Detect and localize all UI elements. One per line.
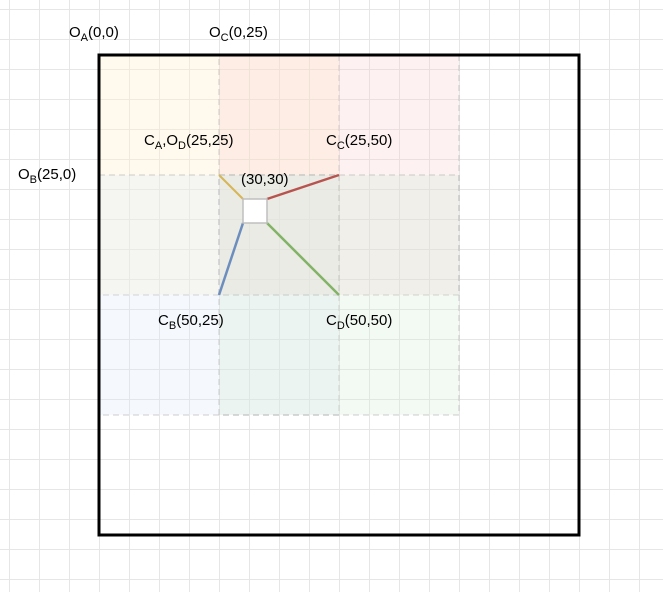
label-point: (30,30) (241, 171, 289, 188)
line-to-corner-a (218, 174, 244, 200)
label-origin-c: OC(0,25) (209, 24, 268, 44)
line-to-corner-b (217, 222, 245, 296)
label-origin-a: OA(0,0) (69, 24, 119, 44)
line-to-corner-c (266, 173, 340, 201)
label-corner-b: CB(50,25) (158, 312, 224, 332)
label-corner-d: CD(50,50) (326, 312, 392, 332)
label-origin-b: OB(25,0) (18, 166, 76, 186)
line-to-corner-d (266, 222, 340, 296)
label-corner-a-origin-d: CA,OD(25,25) (144, 132, 234, 152)
outer-square (97, 53, 581, 537)
point-marker (242, 198, 268, 224)
label-corner-c: CC(25,50) (326, 132, 392, 152)
